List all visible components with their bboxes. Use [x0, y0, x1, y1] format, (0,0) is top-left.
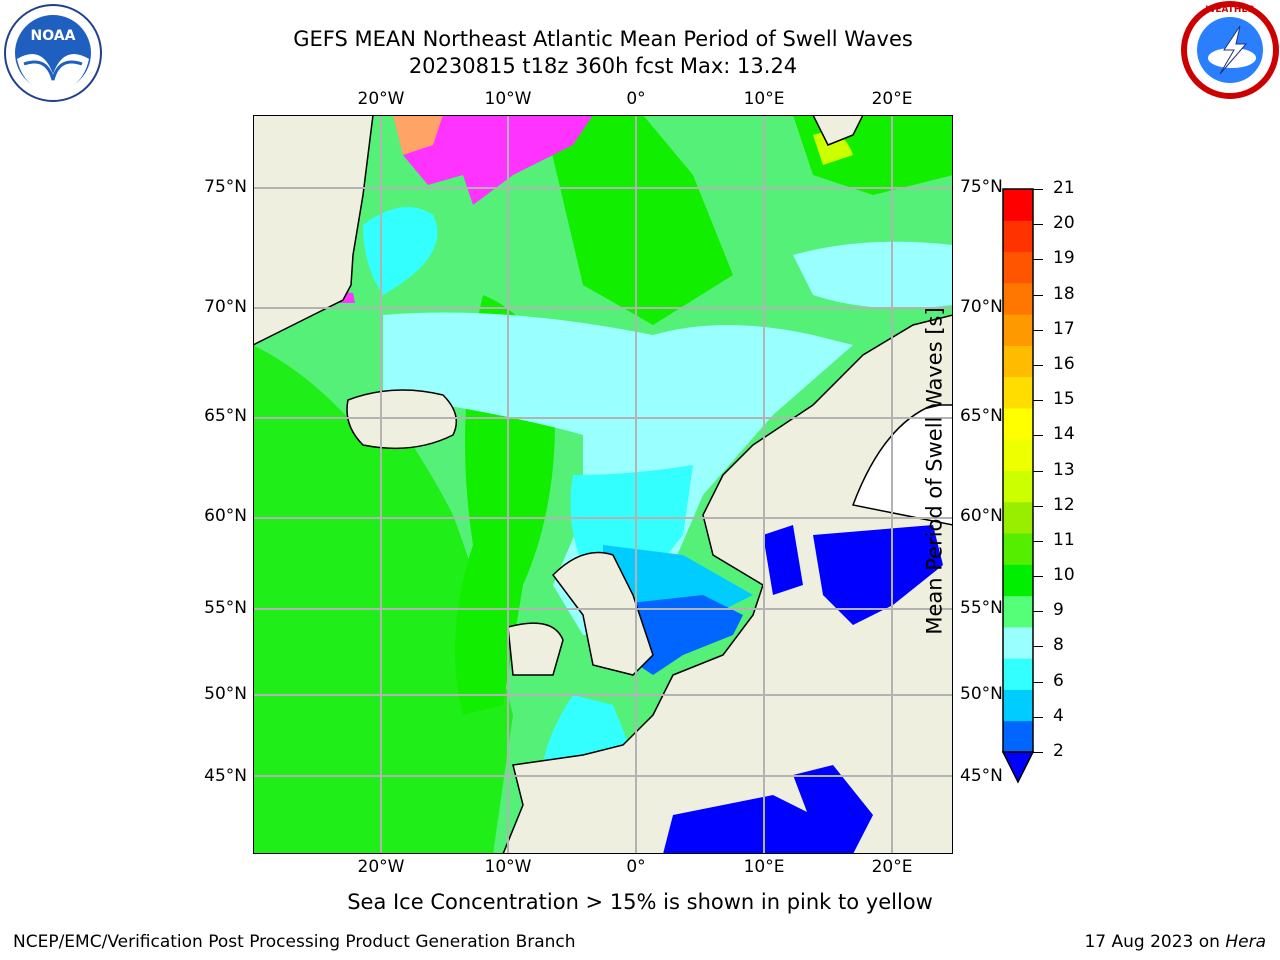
colorbar-tick-label: 4 — [1053, 705, 1064, 726]
colorbar-band — [1003, 626, 1033, 659]
colorbar-tick-label: 15 — [1053, 389, 1075, 410]
chart-subtitle: 20230815 t18z 360h fcst Max: 13.24 — [408, 54, 798, 78]
colorbar-band — [1003, 189, 1033, 221]
colorbar-band — [1003, 501, 1033, 534]
colorbar-extend-arrow — [1001, 751, 1035, 784]
lon-label-top: 10°W — [484, 89, 532, 109]
colorbar-tick-label: 14 — [1053, 424, 1075, 445]
colorbar-tick-label: 20 — [1053, 213, 1075, 234]
colorbar-tick — [1033, 470, 1043, 472]
colorbar-tick-label: 13 — [1053, 459, 1075, 480]
colorbar-tick — [1033, 400, 1043, 402]
colorbar-tick — [1033, 294, 1043, 296]
colorbar-tick-label: 2 — [1053, 741, 1064, 761]
lat-label-right: 60°N — [960, 506, 1003, 526]
colorbar-band — [1003, 470, 1033, 503]
colorbar-band — [1003, 533, 1033, 565]
lon-label-bottom: 20°W — [357, 857, 405, 877]
colorbar-tick — [1033, 505, 1043, 507]
noaa-logo: NOAA — [4, 4, 102, 102]
lon-label-top: 0° — [626, 89, 646, 109]
colorbar-tick — [1033, 681, 1043, 683]
lon-label-top: 20°E — [871, 89, 913, 109]
credit-right: 17 Aug 2023 on Hera — [1084, 932, 1266, 952]
colorbar-tick — [1033, 540, 1043, 542]
colorbar-tick-label: 8 — [1053, 635, 1064, 656]
colorbar-band — [1003, 314, 1033, 346]
colorbar-band — [1003, 720, 1033, 753]
colorbar-tick-label: 19 — [1053, 248, 1075, 269]
lat-label-left: 65°N — [204, 406, 247, 426]
colorbar-band — [1003, 564, 1033, 597]
map-panel — [253, 115, 953, 854]
colorbar-tick — [1033, 435, 1043, 437]
chart-title: GEFS MEAN Northeast Atlantic Mean Period… — [293, 27, 913, 51]
colorbar — [1001, 188, 1035, 784]
lon-label-top: 20°W — [357, 89, 405, 109]
credit-date: 17 Aug 2023 on — [1084, 932, 1226, 952]
colorbar-tick-label: 12 — [1053, 494, 1075, 515]
colorbar-tick-label: 10 — [1053, 565, 1075, 586]
sea-ice-note: Sea Ice Concentration > 15% is shown in … — [347, 890, 933, 914]
colorbar-tick-label: 9 — [1053, 600, 1064, 621]
lat-label-right: 70°N — [960, 297, 1003, 317]
colorbar-tick — [1033, 646, 1043, 648]
lat-label-right: 45°N — [960, 766, 1003, 786]
colorbar-tick-label: 16 — [1053, 353, 1075, 374]
colorbar-tick — [1033, 752, 1043, 753]
colorbar-band — [1003, 345, 1033, 378]
colorbar-tick-label: 6 — [1053, 670, 1064, 691]
lon-label-bottom: 20°E — [871, 857, 913, 877]
colorbar-tick — [1033, 224, 1043, 226]
colorbar-tick — [1033, 364, 1043, 366]
colorbar-tick-label: 18 — [1053, 283, 1075, 304]
colorbar-band — [1003, 251, 1033, 284]
lat-label-left: 70°N — [204, 297, 247, 317]
colorbar-tick-label: 17 — [1053, 318, 1075, 339]
colorbar-tick-label: 21 — [1053, 178, 1075, 198]
lat-label-right: 65°N — [960, 406, 1003, 426]
graticule — [253, 115, 953, 854]
credit-left: NCEP/EMC/Verification Post Processing Pr… — [13, 932, 576, 952]
colorbar-band — [1003, 595, 1033, 628]
lat-label-left: 55°N — [204, 598, 247, 618]
colorbar-band — [1003, 439, 1033, 471]
lat-label-right: 50°N — [960, 684, 1003, 704]
lat-label-left: 50°N — [204, 684, 247, 704]
colorbar-tick — [1033, 329, 1043, 331]
lat-label-left: 75°N — [204, 177, 247, 197]
lat-label-right: 75°N — [960, 177, 1003, 197]
colorbar-band — [1003, 220, 1033, 253]
colorbar-band — [1003, 376, 1033, 409]
credit-host: Hera — [1225, 932, 1266, 952]
colorbar-tick — [1033, 611, 1043, 613]
colorbar-band — [1003, 407, 1033, 440]
nws-logo: WEATHER — [1181, 1, 1279, 99]
colorbar-tick — [1033, 259, 1043, 261]
colorbar-tick — [1033, 576, 1043, 578]
colorbar-band — [1003, 282, 1033, 315]
enclosed-seas — [663, 525, 943, 854]
lat-label-left: 45°N — [204, 766, 247, 786]
colorbar-band — [1003, 658, 1033, 690]
lon-label-bottom: 0° — [626, 857, 646, 877]
lon-label-bottom: 10°E — [743, 857, 785, 877]
lat-label-right: 55°N — [960, 598, 1003, 618]
lon-label-bottom: 10°W — [484, 857, 532, 877]
lon-label-top: 10°E — [743, 89, 785, 109]
colorbar-tick — [1033, 189, 1043, 190]
svg-text:NOAA: NOAA — [31, 28, 76, 44]
svg-text:WEATHER: WEATHER — [1205, 5, 1254, 15]
colorbar-band — [1003, 689, 1033, 722]
colorbar-tick-label: 11 — [1053, 529, 1075, 550]
colorbar-tick — [1033, 716, 1043, 718]
colorbar-title: Mean Period of Swell Waves [s] — [922, 307, 947, 635]
land — [253, 115, 953, 854]
lat-label-left: 60°N — [204, 506, 247, 526]
